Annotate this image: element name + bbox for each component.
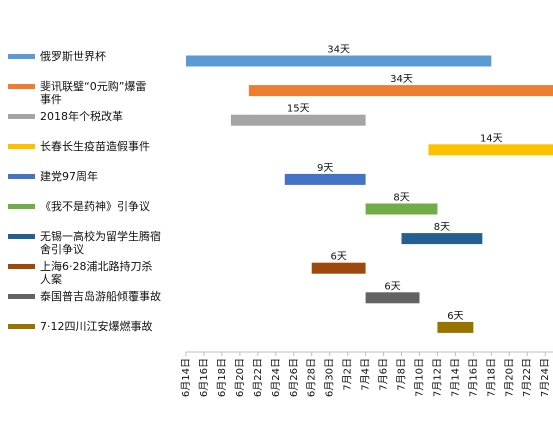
bar-data-label: 15天	[287, 104, 310, 115]
bar-data-label: 6天	[330, 252, 346, 263]
legend-swatch	[8, 234, 35, 239]
x-tick-label: 7月12日	[431, 358, 443, 397]
gantt-bar	[437, 321, 474, 333]
legend-label-line: 2018年个税改革	[40, 109, 123, 123]
x-tick-label: 6月18日	[216, 358, 228, 397]
x-tick-label: 7月16日	[467, 358, 479, 397]
legend-label-line: 事件	[40, 93, 62, 106]
legend-label-line: 《我不是药神》引争议	[40, 199, 150, 213]
x-tick-label: 6月28日	[306, 358, 318, 397]
legend-label: 长春长生疫苗造假事件	[40, 139, 150, 153]
legend-swatch	[8, 174, 35, 179]
gantt-bar	[401, 233, 483, 245]
legend-swatch	[8, 84, 35, 89]
legend-label: 2018年个税改革	[40, 109, 123, 123]
x-tick-label: 6月24日	[270, 358, 282, 397]
gantt-bar	[365, 292, 420, 304]
bar-data-label: 9天	[317, 163, 333, 174]
legend-label-line: 泰国普吉岛游船倾覆事故	[40, 289, 161, 303]
x-tick-label: 7月24日	[539, 358, 551, 397]
x-tick-label: 7月14日	[449, 358, 461, 397]
gantt-bar	[230, 114, 366, 126]
x-tick-label: 6月20日	[234, 358, 246, 397]
legend-label-line: 建党97周年	[40, 169, 98, 183]
legend-label: 斐讯联璧“0元购”爆雷事件	[40, 79, 146, 106]
bar-data-label: 34天	[390, 74, 413, 85]
gantt-bar	[284, 173, 366, 185]
bar-data-label: 8天	[434, 222, 450, 233]
legend-swatch	[8, 114, 35, 119]
legend-swatch	[8, 324, 35, 329]
gantt-bar	[248, 85, 553, 97]
gantt-bar	[365, 203, 438, 215]
bar-data-label: 14天	[480, 133, 503, 144]
x-tick-label: 7月2日	[342, 358, 354, 391]
legend-label-line: 斐讯联璧“0元购”爆雷	[40, 79, 146, 93]
x-tick-label: 7月18日	[485, 358, 497, 397]
legend-label: 上海6·28浦北路持刀杀人案	[40, 259, 153, 286]
x-tick-label: 6月14日	[180, 358, 192, 397]
legend-label-line: 俄罗斯世界杯	[40, 49, 106, 63]
bar-data-label: 6天	[447, 311, 463, 322]
legend-label: 泰国普吉岛游船倾覆事故	[40, 289, 161, 303]
x-tick-label: 7月22日	[521, 358, 533, 397]
bar-data-label: 6天	[384, 281, 400, 292]
legend-label-line: 上海6·28浦北路持刀杀	[40, 259, 153, 273]
x-tick-label: 6月26日	[288, 358, 300, 397]
legend-swatch	[8, 294, 35, 299]
x-tick-label: 7月10日	[413, 358, 425, 397]
x-tick-label: 6月22日	[252, 358, 264, 397]
legend-label: 俄罗斯世界杯	[40, 49, 106, 63]
gantt-bar	[311, 262, 366, 274]
legend-label-line: 无锡一高校为留学生腾宿	[40, 229, 161, 243]
legend-label-line: 7·12四川江安爆燃事故	[40, 319, 153, 333]
legend-swatch	[8, 264, 35, 269]
x-tick-label: 6月30日	[324, 358, 336, 397]
bar-data-label: 8天	[393, 193, 409, 204]
gantt-bar	[428, 144, 553, 156]
legend-label-line: 长春长生疫苗造假事件	[40, 139, 150, 153]
gantt-bar	[186, 55, 492, 67]
x-tick-label: 7月6日	[378, 358, 390, 391]
x-tick-label: 7月8日	[396, 358, 408, 391]
legend-label: 7·12四川江安爆燃事故	[40, 319, 153, 333]
legend-swatch	[8, 204, 35, 209]
legend-label: 《我不是药神》引争议	[40, 199, 150, 213]
legend-swatch	[8, 54, 35, 59]
x-tick-label: 7月4日	[360, 358, 372, 391]
legend-label: 无锡一高校为留学生腾宿舍引争议	[40, 229, 161, 256]
bar-data-label: 34天	[327, 45, 350, 56]
x-tick-label: 6月16日	[198, 358, 210, 397]
legend-swatch	[8, 144, 35, 149]
x-tick-label: 7月20日	[503, 358, 515, 397]
legend-label-line: 人案	[40, 272, 62, 286]
legend-label: 建党97周年	[40, 169, 98, 183]
legend-label-line: 舍引争议	[40, 242, 84, 256]
